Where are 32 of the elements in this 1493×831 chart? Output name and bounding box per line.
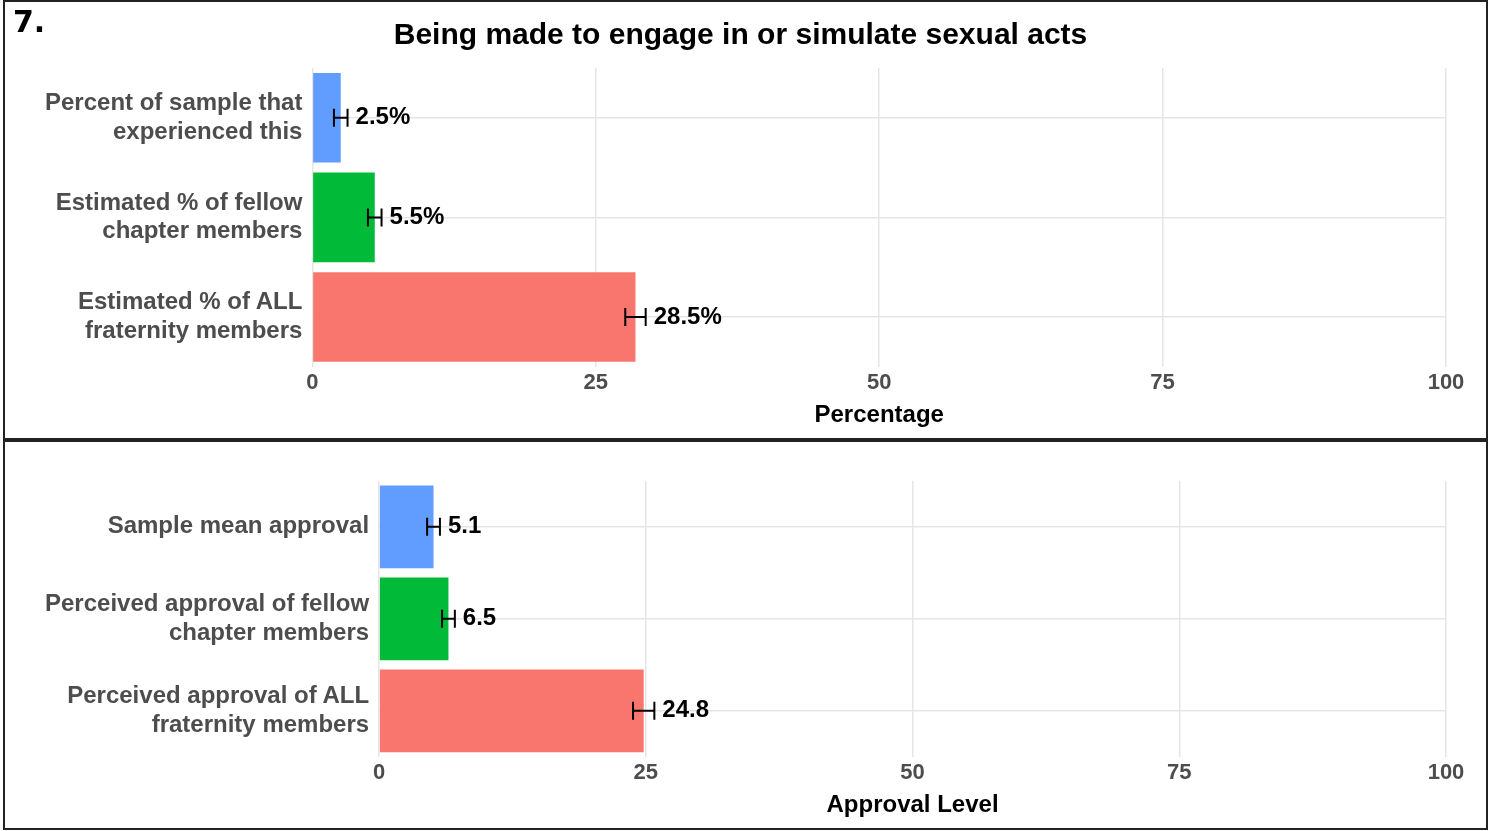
- x-tick-label: 50: [866, 369, 892, 395]
- bar: [379, 485, 434, 569]
- x-tick-label: 100: [1427, 369, 1465, 395]
- x-tick-label: 25: [633, 759, 659, 785]
- y-tick-label: Percent of sample that experienced this: [45, 88, 303, 144]
- data-label: 2.5%: [355, 102, 411, 130]
- bar: [379, 669, 644, 753]
- y-tick-label: Estimated % of ALL fraternity members: [77, 287, 303, 344]
- x-tick-label: 75: [1150, 369, 1175, 395]
- data-label: 28.5%: [653, 301, 722, 329]
- data-label: 5.1: [447, 511, 482, 539]
- x-tick-label: 0: [372, 759, 386, 785]
- y-tick-label: Sample mean approval: [107, 511, 370, 539]
- bar: [313, 272, 636, 362]
- x-tick-label: 75: [1167, 759, 1192, 785]
- data-label: 5.5%: [389, 202, 445, 230]
- bar: [313, 172, 375, 263]
- y-tick-label: Perceived approval of fellow chapter members: [45, 589, 370, 645]
- y-tick-label: Estimated % of fellow chapter members: [55, 187, 303, 244]
- x-tick-label: 25: [583, 369, 609, 395]
- x-tick-label: 0: [306, 369, 319, 395]
- x-tick-label: 100: [1427, 759, 1465, 785]
- bar: [379, 577, 449, 661]
- bar: [313, 72, 341, 163]
- y-tick-label: Perceived approval of ALL fraternity members: [67, 681, 370, 737]
- x-axis-title: Percentage: [814, 400, 944, 428]
- data-label: 24.8: [662, 695, 710, 723]
- chart-title: Being made to engage in or simulate sexual acts: [393, 17, 1088, 51]
- text: 7.: [13, 4, 46, 39]
- x-tick-label: 50: [900, 759, 925, 785]
- data-label: 6.5: [462, 603, 497, 631]
- x-axis-title: Approval Level: [826, 790, 999, 818]
